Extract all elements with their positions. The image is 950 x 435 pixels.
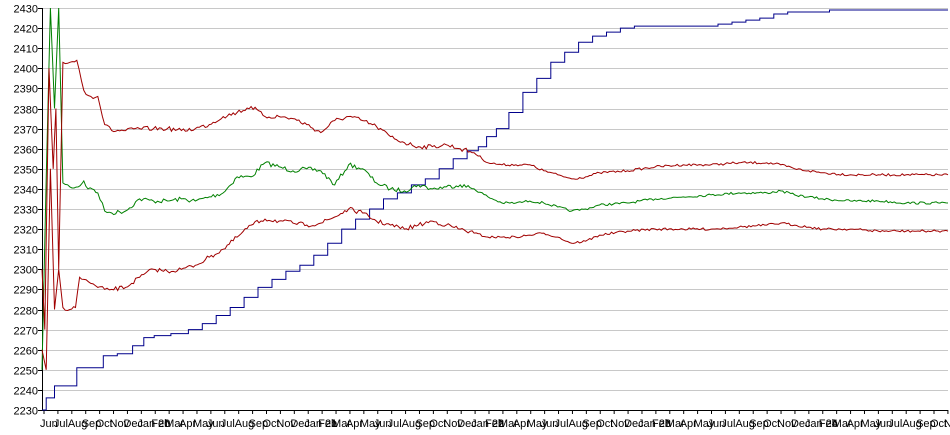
x-tick-label: Dec [624,418,644,430]
x-tick-label: Jul [888,418,902,430]
x-tick-label: Jul [221,418,235,430]
y-tick-label: 2360 [14,145,38,157]
y-tick-label: 2400 [14,64,38,76]
y-tick-label: 2340 [14,185,38,197]
series-line-2 [41,7,949,370]
y-tick-label: 2390 [14,84,38,96]
y-tick-label: 2350 [14,165,38,177]
x-tick-label: Sep [582,418,602,430]
x-tick-label: Jun [207,418,225,430]
y-tick-label: 2300 [14,265,38,277]
x-tick-label: Dec [791,418,811,430]
y-tick-label: 2370 [14,125,38,137]
x-tick-label: Apr [680,418,697,430]
series-line-3 [41,59,949,330]
x-tick-label: Dec [457,418,477,430]
x-tick-label: Oct [763,418,780,430]
x-tick-label: Jun [874,418,892,430]
x-tick-label: Aug [902,418,922,430]
x-tick-label: Sep [249,418,269,430]
x-tick-label: Mar [666,418,685,430]
x-tick-label: Aug [402,418,422,430]
x-tick-label: Jan 21 [304,418,337,430]
y-tick-label: 2240 [14,386,38,398]
x-tick-label: Jan 24 [805,418,838,430]
x-tick-label: Apr [513,418,530,430]
series-line-1 [42,9,948,411]
x-tick-label: Jun [708,418,726,430]
x-tick-label: Mar [165,418,184,430]
x-tick-label: May [527,418,548,430]
x-tick-label: Nov [610,418,630,430]
x-tick-label: Jan 23 [638,418,671,430]
y-tick-label: 2270 [14,326,38,338]
y-tick-label: 2410 [14,44,38,56]
x-tick-label: Oct [930,418,947,430]
x-tick-label: Mar [499,418,518,430]
x-tick-label: Sep [749,418,769,430]
x-tick-label: Mar [833,418,852,430]
y-tick-label: 2430 [14,4,38,16]
x-tick-label: May [694,418,715,430]
y-tick-label: 2260 [14,346,38,358]
series-line-4 [41,168,949,370]
x-tick-label: Jan 20 [137,418,170,430]
x-tick-label: Aug [568,418,588,430]
x-tick-label: Oct [429,418,446,430]
x-tick-label: Jul [54,418,68,430]
x-tick-label: May [860,418,881,430]
x-tick-label: Jan 22 [471,418,504,430]
x-tick-label: Jul [388,418,402,430]
x-tick-label: Jun [374,418,392,430]
x-tick-label: Oct [596,418,613,430]
y-tick-label: 2330 [14,205,38,217]
x-tick-label: Feb [652,418,671,430]
x-tick-label: No [944,418,950,430]
x-tick-label: Oct [263,418,280,430]
x-tick-label: May [360,418,381,430]
x-tick-label: Nov [777,418,797,430]
x-tick-label: Feb [485,418,504,430]
y-tick-label: 2250 [14,366,38,378]
x-tick-label: Jun [541,418,559,430]
x-tick-label: Mar [332,418,351,430]
x-tick-label: Dec [123,418,143,430]
y-tick-label: 2320 [14,225,38,237]
x-tick-label: Aug [68,418,88,430]
x-tick-label: Feb [819,418,838,430]
x-tick-label: Jul [721,418,735,430]
y-tick-label: 2420 [14,24,38,36]
x-tick-label: Sep [82,418,102,430]
y-tick-label: 2290 [14,285,38,297]
x-tick-label: May [193,418,214,430]
x-tick-label: Sep [916,418,936,430]
y-tick-label: 2310 [14,245,38,257]
x-tick-label: Jul [555,418,569,430]
x-tick-label: Nov [276,418,296,430]
x-tick-label: Aug [735,418,755,430]
x-tick-label: Dec [290,418,310,430]
y-axis-ticks: 2230 2240 2250 2260 2270 2280 2290 2300 2310 2320… [14,4,42,418]
x-tick-label: Apr [346,418,363,430]
x-tick-label: Nov [110,418,130,430]
x-tick-label: Sep [415,418,435,430]
y-tick-label: 2280 [14,306,38,318]
x-tick-label: Apr [179,418,196,430]
y-tick-label: 2230 [14,406,38,418]
series-group [41,7,949,411]
x-tick-label: Feb [318,418,337,430]
gridlines [42,8,948,411]
x-tick-label: Aug [235,418,255,430]
y-tick-label: 2380 [14,105,38,117]
x-tick-label: Jun [40,418,58,430]
x-tick-label: Nov [443,418,463,430]
x-tick-label: Apr [847,418,864,430]
x-tick-label: Feb [151,418,170,430]
x-tick-label: Oct [96,418,113,430]
